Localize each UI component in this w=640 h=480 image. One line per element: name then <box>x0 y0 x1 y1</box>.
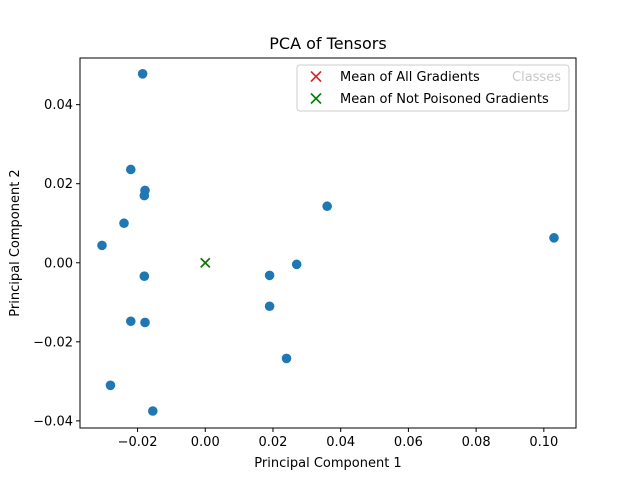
scatter-point <box>139 271 150 282</box>
scatter-point <box>291 259 302 270</box>
y-axis-ticks: −0.04 −0.02 0.00 0.02 0.04 <box>33 98 80 429</box>
legend-box <box>296 64 570 112</box>
scatter-point <box>139 190 150 201</box>
scatter-point <box>125 316 136 327</box>
legend-marker-all-gradients <box>310 70 322 83</box>
scatter-point <box>119 218 129 229</box>
x-tick-label: 0.10 <box>529 435 558 450</box>
legend-label-not-poisoned: Mean of Not Poisoned Gradients <box>340 92 549 107</box>
x-tick-label: 0.00 <box>191 435 220 450</box>
scatter-point <box>137 69 148 79</box>
legend-marker-not-poisoned <box>310 92 322 105</box>
y-tick-label: −0.04 <box>33 414 73 429</box>
y-axis-label: Principal Component 2 <box>8 169 23 316</box>
plot-frame <box>79 57 577 429</box>
data-points <box>97 69 559 416</box>
x-tick-label: 0.02 <box>259 435 288 450</box>
y-tick-label: 0.04 <box>44 98 73 113</box>
legend-classes-label: Classes <box>512 70 561 85</box>
x-tick-label: 0.08 <box>462 435 491 450</box>
scatter-point <box>97 240 107 251</box>
scatter-point <box>322 201 332 212</box>
chart-title: PCA of Tensors <box>269 34 386 53</box>
scatter-point <box>147 406 158 416</box>
legend: Classes Mean of All Gradients Mean of No… <box>296 64 570 112</box>
scatter-point <box>264 301 275 312</box>
scatter-point <box>105 380 116 391</box>
mean-not-poisoned-marker <box>200 257 211 268</box>
scatter-point <box>125 164 136 175</box>
x-axis-label: Principal Component 1 <box>254 456 401 471</box>
y-tick-label: −0.02 <box>33 335 73 350</box>
scatter-point <box>281 353 292 364</box>
x-tick-label: −0.02 <box>118 435 158 450</box>
y-tick-label: 0.00 <box>44 256 73 271</box>
scatter-point <box>549 233 559 243</box>
legend-label-all-gradients: Mean of All Gradients <box>340 70 480 85</box>
x-tick-label: 0.04 <box>326 435 355 450</box>
x-axis-ticks: −0.02 0.00 0.02 0.04 0.06 0.08 0.10 <box>118 428 558 450</box>
x-tick-label: 0.06 <box>394 435 423 450</box>
scatter-point <box>264 270 275 281</box>
y-tick-label: 0.02 <box>44 177 73 192</box>
scatter-point <box>140 317 150 328</box>
